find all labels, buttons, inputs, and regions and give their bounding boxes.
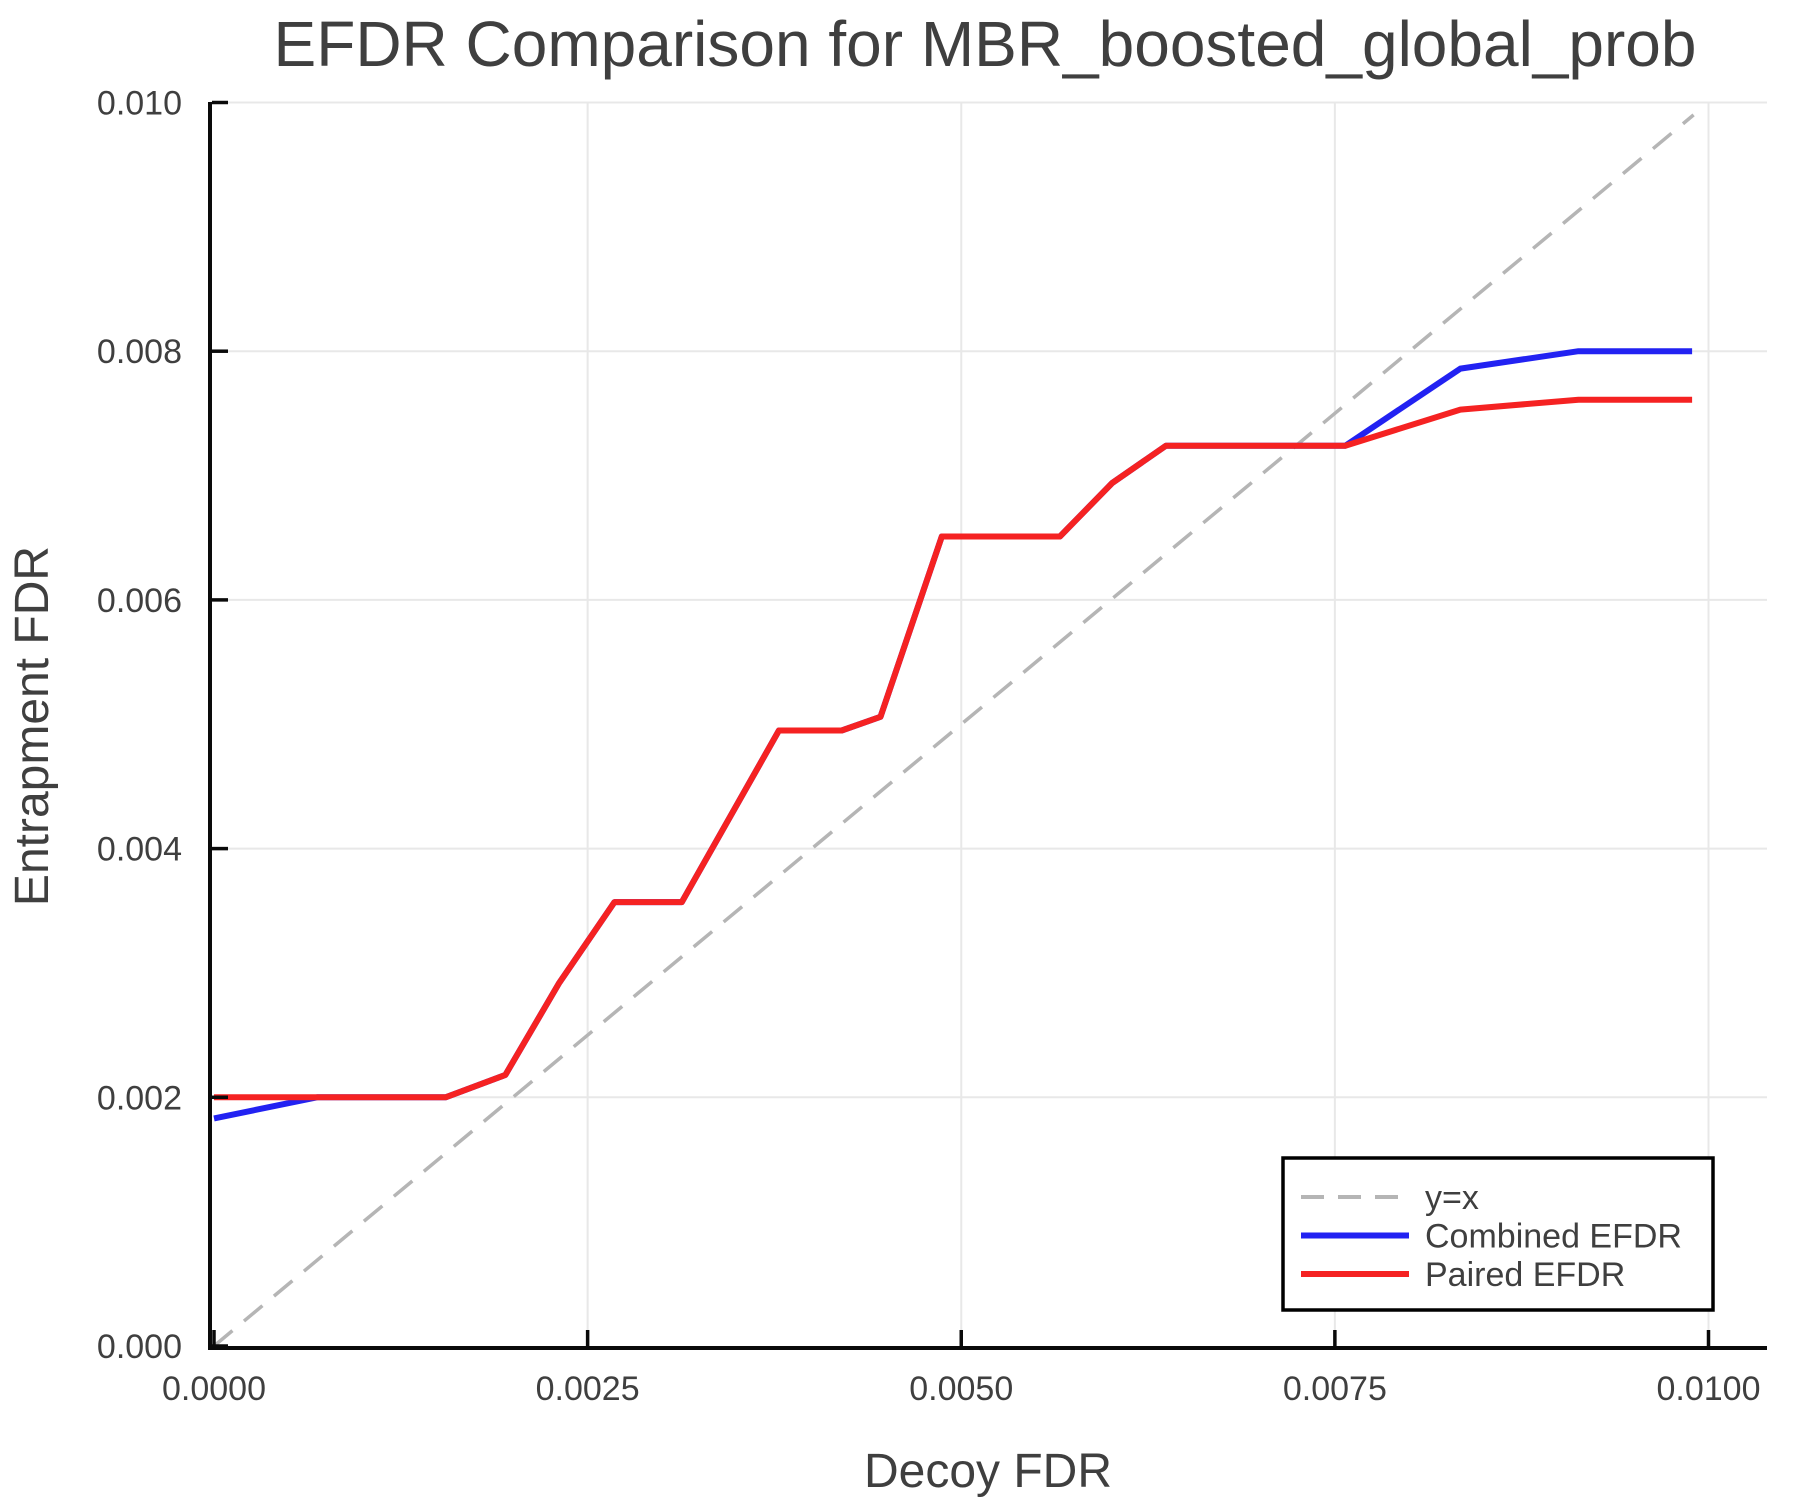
x-tick-label: 0.0025 (536, 1370, 640, 1408)
y-tick-label: 0.008 (97, 333, 182, 371)
y-axis-label: Entrapment FDR (6, 546, 59, 906)
y-tick-label: 0.000 (97, 1328, 182, 1366)
y-tick-label: 0.006 (97, 582, 182, 620)
tick-labels: 0.0000 0.0025 0.0050 0.0075 0.0100 0.000 0.002… (97, 85, 1761, 1409)
legend-entry-label: y=x (1425, 1179, 1479, 1217)
series-line-combined-efdr (213, 348, 1693, 1122)
y-tick-label: 0.010 (97, 85, 182, 123)
x-tick-label: 0.0075 (1283, 1370, 1387, 1408)
series-line-paired-efdr (214, 396, 1693, 1101)
x-axis-label: Decoy FDR (864, 1445, 1112, 1498)
x-tick-label: 0.0050 (909, 1370, 1013, 1408)
y-tick-label: 0.002 (97, 1079, 182, 1117)
chart-title: EFDR Comparison for MBR_boosted_global_p… (274, 8, 1697, 80)
data-series (212, 113, 1695, 1348)
x-tick-label: 0.0100 (1657, 1370, 1761, 1408)
x-tick-label: 0.0000 (162, 1370, 266, 1408)
axes (208, 100, 1767, 1350)
grid-lines (210, 101, 1767, 1348)
legend-entry-label: Paired EFDR (1425, 1256, 1625, 1294)
y-tick-label: 0.004 (97, 831, 182, 869)
legend-entry-label: Combined EFDR (1425, 1218, 1682, 1256)
series-line-y-x (212, 113, 1695, 1348)
